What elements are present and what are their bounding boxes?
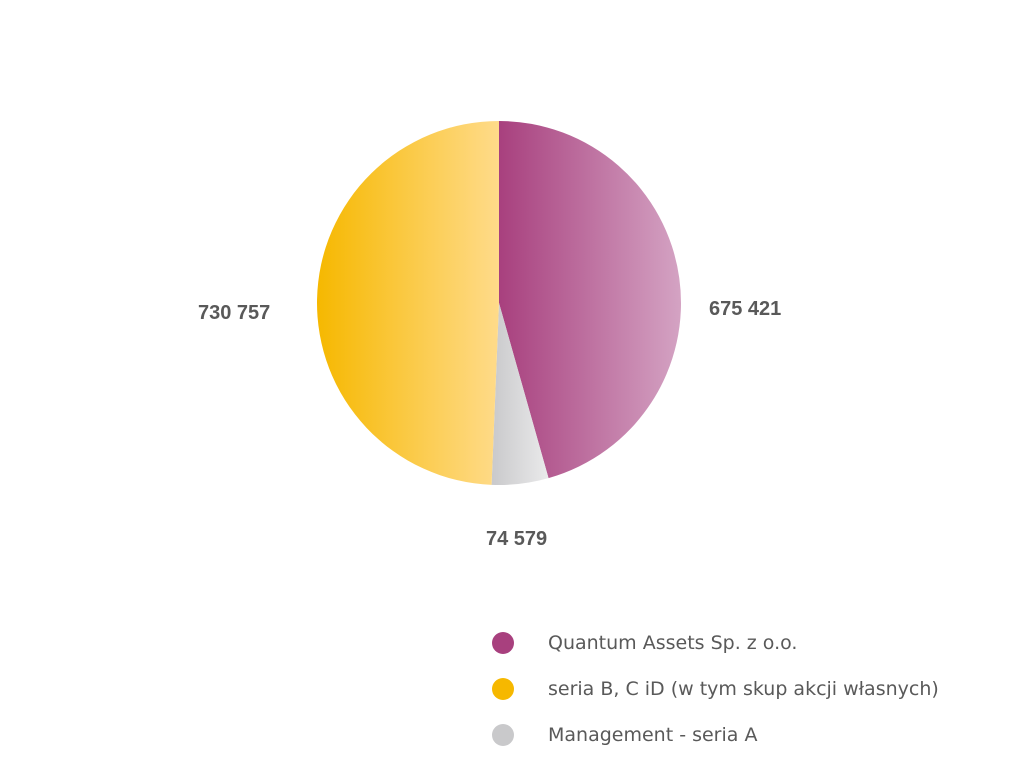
legend-item-quantum-assets: Quantum Assets Sp. z o.o.	[492, 620, 939, 666]
legend-label-seria-bc: seria B, C iD (w tym skup akcji własnych…	[548, 678, 939, 700]
legend-marker-management	[492, 724, 514, 746]
pie-slice-quantum-assets	[499, 121, 681, 479]
legend-label-management: Management - seria A	[548, 724, 758, 746]
legend-label-quantum-assets: Quantum Assets Sp. z o.o.	[548, 632, 798, 654]
legend-marker-quantum-assets	[492, 632, 514, 654]
legend-marker-seria-bc	[492, 678, 514, 700]
slice-label-management: 74 579	[486, 528, 548, 550]
pie-slices	[316, 121, 681, 486]
legend-item-management: Management - seria A	[492, 712, 939, 758]
pie-slice-management	[491, 303, 549, 486]
legend-item-seria-bc: seria B, C iD (w tym skup akcji własnych…	[492, 666, 939, 712]
pie-slice-seria-bc	[316, 121, 499, 485]
slice-label-quantum-assets: 675 421	[709, 298, 782, 320]
slice-label-seria-bc: 730 757	[198, 302, 271, 324]
legend: Quantum Assets Sp. z o.o. seria B, C iD …	[492, 620, 939, 758]
